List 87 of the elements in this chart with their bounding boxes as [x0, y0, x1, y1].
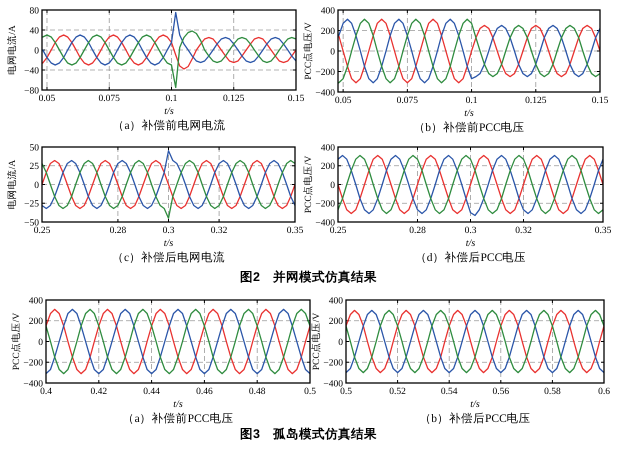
- x-tick-label: 0.1: [466, 96, 478, 106]
- x-axis-title: t/s: [464, 108, 474, 119]
- x-tick-label: 0.5: [340, 387, 352, 397]
- x-axis-title: t/s: [164, 106, 174, 117]
- x-axis-title: t/s: [470, 399, 480, 410]
- y-tick-label: 400: [328, 296, 344, 306]
- x-tick-label: 0.25: [34, 226, 51, 236]
- y-tick-label: 40: [30, 26, 40, 36]
- text: （a）补偿前电网电流: [112, 118, 226, 132]
- x-tick-label: 0.4: [40, 387, 52, 397]
- x-tick-label: 0.6: [598, 387, 610, 397]
- y-tick-label: 50: [30, 143, 40, 154]
- y-axis-title: PCC点电压/V: [302, 22, 314, 80]
- text: （d）补偿后PCC电压: [414, 250, 526, 264]
- x-tick-label: 0.52: [389, 387, 406, 397]
- line-series: [346, 310, 604, 374]
- y-tick-label: 0: [330, 47, 336, 58]
- y-tick-label: 0: [34, 46, 40, 56]
- x-tick-label: 0.3: [464, 226, 477, 236]
- y-axis-title: PCC点电压/V: [310, 312, 322, 370]
- x-tick-label: 0.46: [196, 387, 213, 397]
- x-axis-title: t/s: [164, 238, 174, 249]
- x-tick-label: 0.35: [594, 226, 612, 236]
- x-tick-label: 0.28: [110, 226, 126, 236]
- y-tick-label: −200: [315, 200, 336, 210]
- line-series: [338, 18, 600, 84]
- text: （a）补偿前PCC电压: [122, 411, 234, 425]
- line-series: [42, 150, 295, 210]
- x-tick-label: 0.44: [143, 387, 160, 397]
- x-tick-label: 0.125: [525, 96, 547, 106]
- y-tick-label: 200: [320, 162, 336, 172]
- line-series: [46, 308, 310, 374]
- y-axis-title: PCC点电压/V: [10, 312, 22, 370]
- y-tick-label: 80: [30, 6, 40, 16]
- y-tick-label: 0: [38, 338, 44, 348]
- y-tick-label: 200: [328, 317, 344, 328]
- y-tick-label: 25: [30, 162, 40, 172]
- x-tick-label: 0.05: [38, 94, 56, 104]
- x-tick-label: 0.05: [334, 96, 352, 106]
- y-tick-label: 400: [320, 143, 336, 154]
- y-axis-title: PCC点电压/V: [302, 156, 314, 214]
- y-tick-label: 0: [330, 180, 336, 191]
- caption: 图3 孤岛模式仿真结果: [240, 426, 378, 441]
- line-series: [42, 30, 296, 88]
- y-tick-label: −80: [24, 86, 40, 96]
- x-tick-label: 0.48: [248, 387, 266, 397]
- y-axis-title: 电网电流/A: [6, 25, 18, 75]
- y-tick-label: 400: [320, 6, 336, 16]
- x-tick-label: 0.15: [288, 94, 305, 104]
- line-series: [42, 12, 296, 66]
- text: （b）补偿后PCC电压: [419, 411, 531, 425]
- x-tick-label: 0.35: [286, 226, 304, 236]
- x-tick-label: 0.1: [166, 94, 178, 104]
- y-tick-label: 200: [320, 26, 336, 37]
- y-tick-label: −200: [323, 358, 344, 369]
- y-tick-label: 0: [338, 338, 344, 348]
- y-tick-label: −200: [315, 68, 336, 78]
- y-tick-label: 200: [28, 317, 44, 328]
- x-tick-label: 0.54: [440, 387, 458, 397]
- x-tick-label: 0.3: [162, 226, 175, 236]
- y-tick-label: −40: [24, 66, 40, 76]
- x-tick-label: 0.25: [330, 226, 347, 236]
- x-tick-label: 0.125: [223, 94, 245, 104]
- line-series: [42, 160, 295, 210]
- x-tick-label: 0.075: [396, 96, 418, 106]
- x-tick-label: 0.075: [98, 94, 120, 104]
- y-tick-label: 0: [34, 180, 40, 191]
- text: （b）补偿前PCC电压: [413, 120, 525, 134]
- x-axis-title: t/s: [173, 399, 183, 410]
- x-axis-title: t/s: [466, 238, 476, 249]
- x-tick-label: 0.28: [409, 226, 426, 236]
- x-tick-label: 0.32: [210, 226, 228, 236]
- caption: 图2 并网模式仿真结果: [240, 269, 378, 284]
- y-tick-label: −200: [23, 358, 44, 369]
- x-tick-label: 0.42: [90, 387, 108, 397]
- line-series: [42, 34, 296, 70]
- x-tick-label: 0.58: [544, 387, 561, 397]
- y-axis-title: 电网电流/A: [6, 160, 18, 210]
- x-tick-label: 0.56: [492, 387, 510, 397]
- y-tick-label: 400: [28, 296, 44, 306]
- y-tick-label: −400: [315, 88, 336, 98]
- line-series: [42, 160, 295, 219]
- x-tick-label: 0.5: [304, 387, 316, 397]
- y-tick-label: −25: [24, 200, 40, 210]
- x-tick-label: 0.32: [515, 226, 532, 236]
- text: （c）补偿后电网电流: [112, 250, 226, 264]
- x-tick-label: 0.15: [592, 96, 609, 106]
